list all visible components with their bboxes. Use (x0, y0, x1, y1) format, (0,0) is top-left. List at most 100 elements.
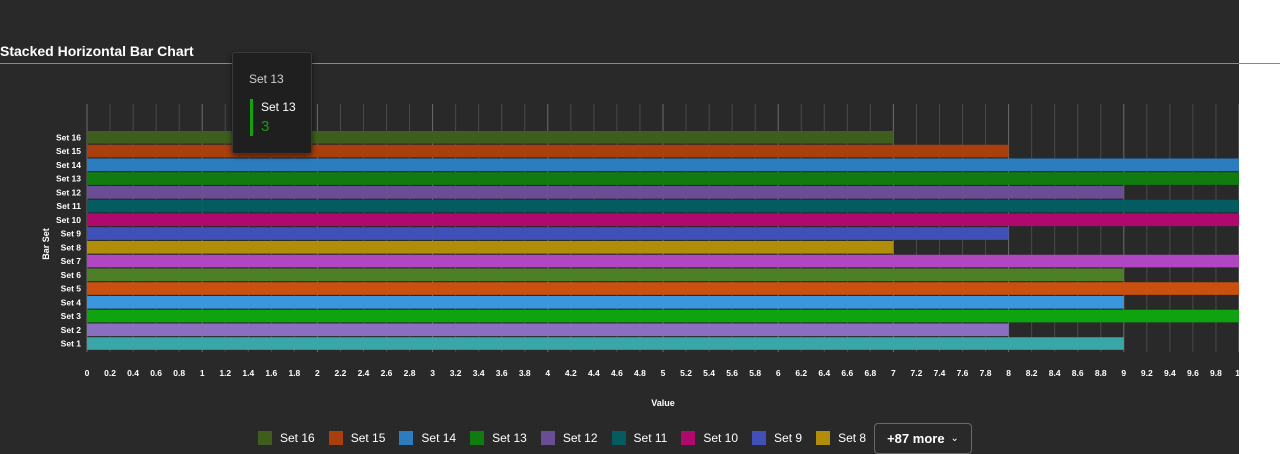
y-tick-label: Set 11 (56, 201, 81, 211)
bar-segment[interactable] (432, 158, 548, 172)
bar-segment[interactable] (547, 158, 1239, 172)
x-tick-label: 0.2 (104, 368, 116, 378)
x-tick-label: 5.8 (749, 368, 761, 378)
x-tick-label: 1 (1235, 368, 1239, 378)
bar-segment[interactable] (87, 268, 1124, 282)
x-tick-label: 7 (891, 368, 896, 378)
y-tick-label: Set 3 (61, 311, 82, 321)
y-tick-label: Set 9 (61, 229, 82, 239)
bar-segment[interactable] (202, 186, 548, 199)
x-tick-label: 2.8 (404, 368, 416, 378)
x-tick-label: 8 (1006, 368, 1011, 378)
bar-segment[interactable] (202, 199, 1124, 213)
bar-chart: Set 1 Set 2 Set 3 Set 4 Set 5 Set 6 Set 7 Set 8… (41, 104, 1239, 408)
x-tick-label: 0 (85, 368, 90, 378)
bar-segment[interactable] (87, 254, 663, 268)
bar-segment[interactable] (87, 309, 203, 323)
x-tick-label: 4.2 (565, 368, 577, 378)
x-tick-label: 7.2 (911, 368, 923, 378)
bar-segment[interactable] (202, 309, 663, 323)
title-divider (0, 63, 1280, 64)
x-tick-label: 2.4 (358, 368, 370, 378)
y-tick-labels: Set 1 Set 2 Set 3 Set 4 Set 5 Set 6 Set 7 Set 8… (56, 132, 81, 348)
legend-item[interactable]: Set 13 (470, 431, 527, 445)
legend-label: Set 10 (703, 431, 739, 445)
legend-item[interactable]: Set 10 (681, 431, 738, 445)
x-tick-label: 4 (545, 368, 550, 378)
legend-more-label: +87 more (887, 430, 945, 446)
bar-segment[interactable] (547, 144, 894, 158)
x-tick-label: 6.4 (818, 368, 830, 378)
legend-label: Set 9 (774, 431, 803, 445)
legend-item[interactable]: Set 15 (328, 431, 386, 445)
legend-more-button[interactable]: +87 more ⌄ (874, 422, 972, 454)
bar-segment[interactable] (87, 144, 548, 158)
bar-segment[interactable] (1123, 199, 1239, 213)
bar-segment[interactable] (87, 186, 203, 199)
bar-segment[interactable] (893, 282, 1239, 295)
legend-label: Set 15 (350, 431, 386, 445)
legend-item[interactable]: Set 11 (611, 431, 668, 445)
y-tick-label: Set 12 (56, 187, 81, 197)
y-tick-label: Set 15 (56, 146, 81, 156)
legend-label: Set 11 (633, 431, 668, 445)
bar-segment[interactable] (87, 227, 433, 240)
bar-segment[interactable] (893, 296, 1124, 309)
x-tick-label: 9 (1121, 368, 1126, 378)
x-tick-label: 6.8 (864, 368, 876, 378)
bar-segment[interactable] (663, 241, 894, 254)
x-tick-label: 1.6 (265, 368, 277, 378)
bar-segment[interactable] (432, 213, 1239, 227)
bar-segment[interactable] (87, 296, 894, 309)
tooltip-header: Set 13 (249, 72, 284, 86)
bar-segment[interactable] (893, 323, 1009, 337)
x-tick-label: 7.8 (980, 368, 992, 378)
x-axis-title: Value (651, 398, 675, 408)
hover-tooltip: Set 13 Set 13 3 (232, 52, 312, 154)
legend-item[interactable]: Set 14 (399, 431, 456, 445)
bar-segment[interactable] (432, 227, 1009, 240)
bar-segment[interactable] (663, 309, 894, 323)
legend-item[interactable]: Set 8 (816, 431, 866, 445)
x-tick-label: 3 (430, 368, 435, 378)
bar-segment[interactable] (87, 337, 1124, 350)
bar-segment[interactable] (87, 172, 548, 185)
y-tick-label: Set 13 (56, 174, 81, 184)
legend-swatch (540, 431, 555, 445)
bar-segment[interactable] (893, 144, 1009, 158)
bar-segment[interactable] (663, 254, 1239, 268)
bar-segment[interactable] (87, 131, 894, 144)
y-tick-label: Set 8 (61, 242, 82, 252)
x-tick-label: 0.6 (150, 368, 162, 378)
y-tick-label: Set 16 (56, 132, 81, 142)
bar-segment[interactable] (87, 241, 663, 254)
legend-item[interactable]: Set 16 (258, 431, 315, 445)
bar-segment[interactable] (893, 309, 1239, 323)
tooltip-value: 3 (261, 118, 270, 135)
bar-segment[interactable] (87, 158, 433, 172)
legend-item[interactable]: Set 12 (540, 431, 598, 445)
x-tick-label: 1 (200, 368, 205, 378)
legend-item[interactable]: Set 9 (752, 431, 802, 445)
y-tick-label: Set 2 (61, 325, 82, 335)
bar-segment[interactable] (87, 213, 433, 227)
bar-segment[interactable] (87, 323, 203, 337)
x-tick-label: 3.2 (450, 368, 462, 378)
bar-segment[interactable] (202, 323, 894, 337)
x-tick-label: 3.6 (496, 368, 508, 378)
chart-legend: Set 16 Set 15 Set 14 Set 13 Set 12 Set 11 Set … (258, 422, 972, 454)
legend-label: Set 16 (280, 431, 315, 445)
bar-segment[interactable] (547, 186, 1124, 199)
x-tick-label: 2 (315, 368, 320, 378)
y-tick-label: Set 14 (56, 160, 81, 170)
x-tick-label: 2.2 (335, 368, 347, 378)
x-tick-label: 8.4 (1049, 368, 1061, 378)
bar-segment[interactable] (87, 282, 894, 295)
legend-swatch (470, 431, 485, 445)
x-tick-label: 1.2 (219, 368, 231, 378)
bar-segment[interactable] (87, 199, 203, 213)
y-axis-title: Bar Set (41, 228, 51, 260)
bar-segment[interactable] (547, 172, 1239, 185)
x-tick-label: 7.4 (934, 368, 946, 378)
tooltip-series-indicator (250, 99, 253, 136)
